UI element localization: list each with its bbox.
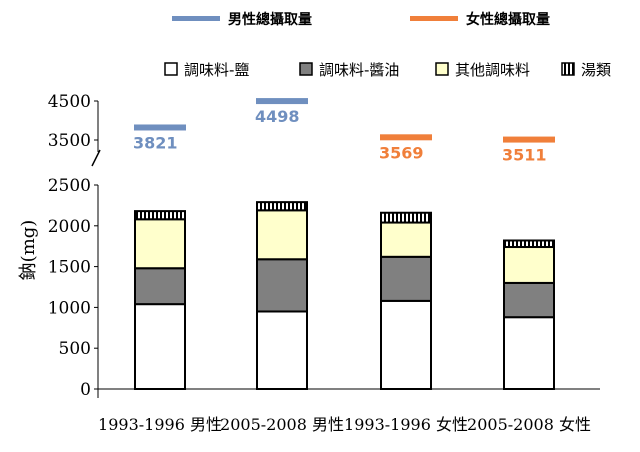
bar-segment-2 bbox=[380, 255, 432, 302]
total-label-3: 3569 bbox=[379, 143, 424, 162]
y-tick-label: 500 bbox=[59, 339, 91, 359]
y-tick-label: 1000 bbox=[48, 298, 91, 318]
chart-axes: 0 500 1000 1500 2000 2500 3500 4500 鈉(mg) bbox=[18, 92, 600, 400]
y-tick-label: 2500 bbox=[48, 176, 91, 196]
legend-label-series-1: 調味料-鹽 bbox=[184, 61, 249, 79]
legend-label-series-4: 湯類 bbox=[581, 61, 611, 79]
total-marker-1 bbox=[134, 124, 186, 131]
bar-segment-4 bbox=[134, 210, 186, 221]
legend-label-female: 女性總攝取量 bbox=[466, 11, 550, 28]
legend-swatch-3 bbox=[435, 62, 449, 76]
bar-segment-1 bbox=[256, 310, 308, 391]
y-tick-label: 3500 bbox=[48, 131, 91, 151]
bar-segment-3 bbox=[503, 246, 555, 284]
legend-line-male bbox=[172, 16, 220, 21]
total-label-4: 3511 bbox=[502, 146, 547, 165]
bar-segment-2 bbox=[503, 281, 555, 319]
bar-segment-2 bbox=[134, 267, 186, 306]
legend-label-series-2: 調味料-醬油 bbox=[319, 61, 399, 79]
legend-swatch-2 bbox=[299, 62, 313, 76]
axis-break-mark bbox=[91, 149, 101, 167]
bar-segment-1 bbox=[380, 299, 432, 391]
x-tick-label: 1993-1996 女性 bbox=[344, 415, 468, 434]
bar-segment-3 bbox=[380, 221, 432, 258]
total-intake-markers: 3821 4498 3569 3511 bbox=[133, 98, 555, 165]
bar-segment-4 bbox=[380, 211, 432, 224]
total-marker-3 bbox=[380, 134, 432, 141]
bar-segment-1 bbox=[503, 316, 555, 390]
legend-swatch-1 bbox=[164, 62, 178, 76]
total-marker-4 bbox=[503, 136, 555, 143]
legend-line-female bbox=[410, 16, 458, 21]
bar-segment-4 bbox=[503, 239, 555, 249]
total-label-2: 4498 bbox=[255, 107, 300, 126]
bar-segment-4 bbox=[256, 201, 308, 212]
bar-segment-1 bbox=[134, 303, 186, 390]
y-tick-label: 2000 bbox=[48, 217, 91, 237]
bar-segment-3 bbox=[134, 218, 186, 270]
bar-segment-2 bbox=[256, 258, 308, 313]
y-tick-label: 4500 bbox=[48, 92, 91, 112]
legend-label-male: 男性總攝取量 bbox=[228, 11, 312, 28]
legend-swatch-4 bbox=[561, 62, 575, 76]
y-tick-label: 0 bbox=[80, 380, 91, 400]
bar-segment-3 bbox=[256, 209, 308, 261]
total-marker-2 bbox=[256, 98, 308, 105]
legend-label-series-3: 其他調味料 bbox=[455, 61, 530, 79]
stacked-bars bbox=[134, 201, 555, 391]
x-tick-label: 2005-2008 女性 bbox=[467, 415, 591, 434]
y-axis-label: 鈉(mg) bbox=[18, 220, 39, 281]
x-tick-label: 2005-2008 男性 bbox=[220, 415, 344, 434]
y-tick-label: 1500 bbox=[48, 258, 91, 278]
x-tick-label: 1993-1996 男性 bbox=[98, 415, 222, 434]
total-label-1: 3821 bbox=[133, 133, 178, 152]
